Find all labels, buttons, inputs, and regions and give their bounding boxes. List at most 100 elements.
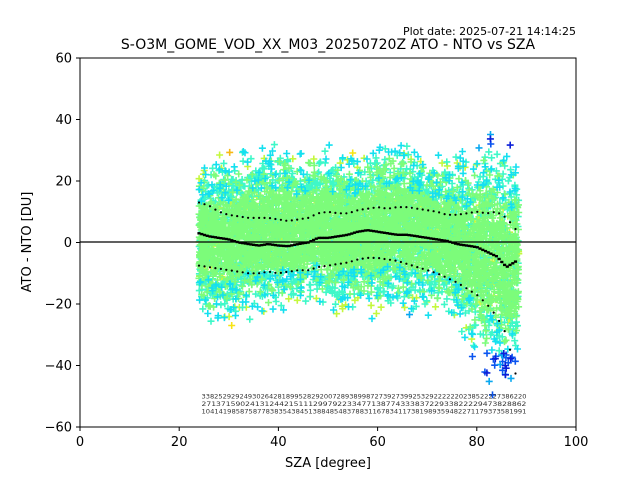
median-marker — [241, 241, 245, 245]
median-marker — [382, 231, 387, 234]
lower-percentile-marker — [345, 261, 348, 264]
median-marker — [227, 238, 231, 241]
median-marker — [391, 232, 395, 236]
upper-percentile-marker — [481, 211, 484, 214]
y-tick-label: −40 — [45, 359, 72, 374]
median-marker — [273, 243, 277, 247]
median-marker — [200, 232, 204, 236]
upper-percentile-marker — [214, 208, 217, 211]
median-marker — [284, 244, 288, 248]
median-marker — [481, 248, 485, 252]
lower-percentile-marker — [312, 267, 315, 270]
upper-percentile-marker — [416, 207, 419, 210]
median-marker — [377, 230, 381, 234]
median-marker — [358, 230, 362, 233]
upper-percentile-marker — [514, 227, 517, 231]
lower-percentile-marker — [361, 257, 364, 260]
median-marker — [342, 234, 346, 237]
median-marker — [494, 255, 498, 258]
lower-percentile-marker — [438, 273, 441, 276]
median-marker — [252, 243, 256, 246]
upper-percentile-marker — [432, 210, 435, 213]
upper-percentile-marker — [356, 209, 359, 212]
median-marker — [413, 234, 417, 238]
median-marker — [232, 240, 237, 243]
median-marker — [336, 235, 340, 238]
median-marker — [445, 239, 449, 243]
upper-percentile-marker — [361, 208, 364, 211]
lower-percentile-marker — [459, 283, 462, 286]
upper-percentile-marker — [454, 213, 457, 216]
median-marker — [464, 244, 468, 247]
y-tick-label: 20 — [55, 175, 72, 190]
median-marker — [276, 244, 280, 247]
median-marker — [328, 236, 332, 239]
lower-percentile-marker — [465, 287, 468, 290]
upper-percentile-marker — [399, 206, 402, 209]
lower-percentile-marker — [339, 262, 342, 265]
median-marker — [492, 253, 496, 257]
median-marker — [418, 235, 422, 238]
median-marker — [265, 243, 269, 246]
median-marker — [205, 234, 209, 237]
lower-percentile-marker — [487, 304, 490, 307]
upper-percentile-marker — [230, 214, 233, 217]
lower-percentile-marker — [296, 269, 299, 272]
median-marker — [325, 236, 329, 240]
lower-percentile-marker — [290, 270, 293, 273]
upper-percentile-marker — [443, 213, 446, 216]
median-percentile-markers — [197, 201, 518, 375]
median-marker — [475, 246, 479, 249]
x-tick-label: 80 — [469, 435, 486, 450]
median-marker — [404, 233, 408, 236]
scatter-points — [195, 155, 523, 347]
median-marker — [483, 249, 488, 253]
median-marker — [238, 241, 242, 244]
median-marker — [222, 237, 226, 240]
median-marker — [347, 233, 351, 236]
median-marker — [489, 252, 493, 255]
median-marker — [437, 238, 441, 241]
median-marker — [432, 237, 436, 241]
median-marker — [350, 232, 354, 235]
upper-percentile-marker — [197, 201, 201, 204]
lower-percentile-marker — [230, 269, 233, 272]
upper-percentile-marker — [318, 212, 321, 215]
lower-percentile-marker — [448, 278, 452, 281]
median-marker — [213, 236, 217, 239]
median-marker — [513, 260, 518, 263]
median-marker — [197, 232, 201, 235]
median-marker — [440, 239, 444, 242]
median-marker — [393, 233, 398, 236]
median-marker — [497, 257, 501, 261]
median-marker — [429, 237, 433, 240]
median-marker — [372, 229, 376, 233]
lower-percentile-marker — [247, 272, 250, 275]
upper-percentile-marker — [508, 221, 512, 224]
median-marker — [312, 238, 316, 242]
upper-percentile-marker — [339, 212, 342, 215]
lower-percentile-marker — [356, 258, 359, 261]
lower-percentile-marker — [503, 330, 506, 333]
upper-percentile-marker — [301, 217, 304, 220]
median-marker — [279, 244, 283, 247]
median-marker — [292, 243, 297, 246]
y-tick-label: −60 — [45, 421, 72, 436]
lower-percentile-marker — [285, 270, 288, 274]
y-tick-label: 0 — [64, 236, 72, 251]
median-marker — [224, 237, 228, 241]
median-marker — [478, 247, 482, 250]
median-marker — [363, 229, 367, 232]
upper-percentile-marker — [268, 217, 272, 220]
lower-percentile-marker — [208, 266, 212, 269]
lower-percentile-marker — [514, 372, 517, 375]
median-marker — [462, 243, 466, 247]
median-marker — [243, 242, 247, 245]
upper-percentile-marker — [367, 207, 370, 210]
median-marker — [333, 235, 337, 238]
upper-percentile-marker — [394, 206, 397, 209]
median-marker — [473, 245, 477, 248]
x-tick-label: 20 — [171, 435, 188, 450]
lower-percentile-marker — [383, 257, 386, 261]
median-marker — [443, 239, 447, 242]
